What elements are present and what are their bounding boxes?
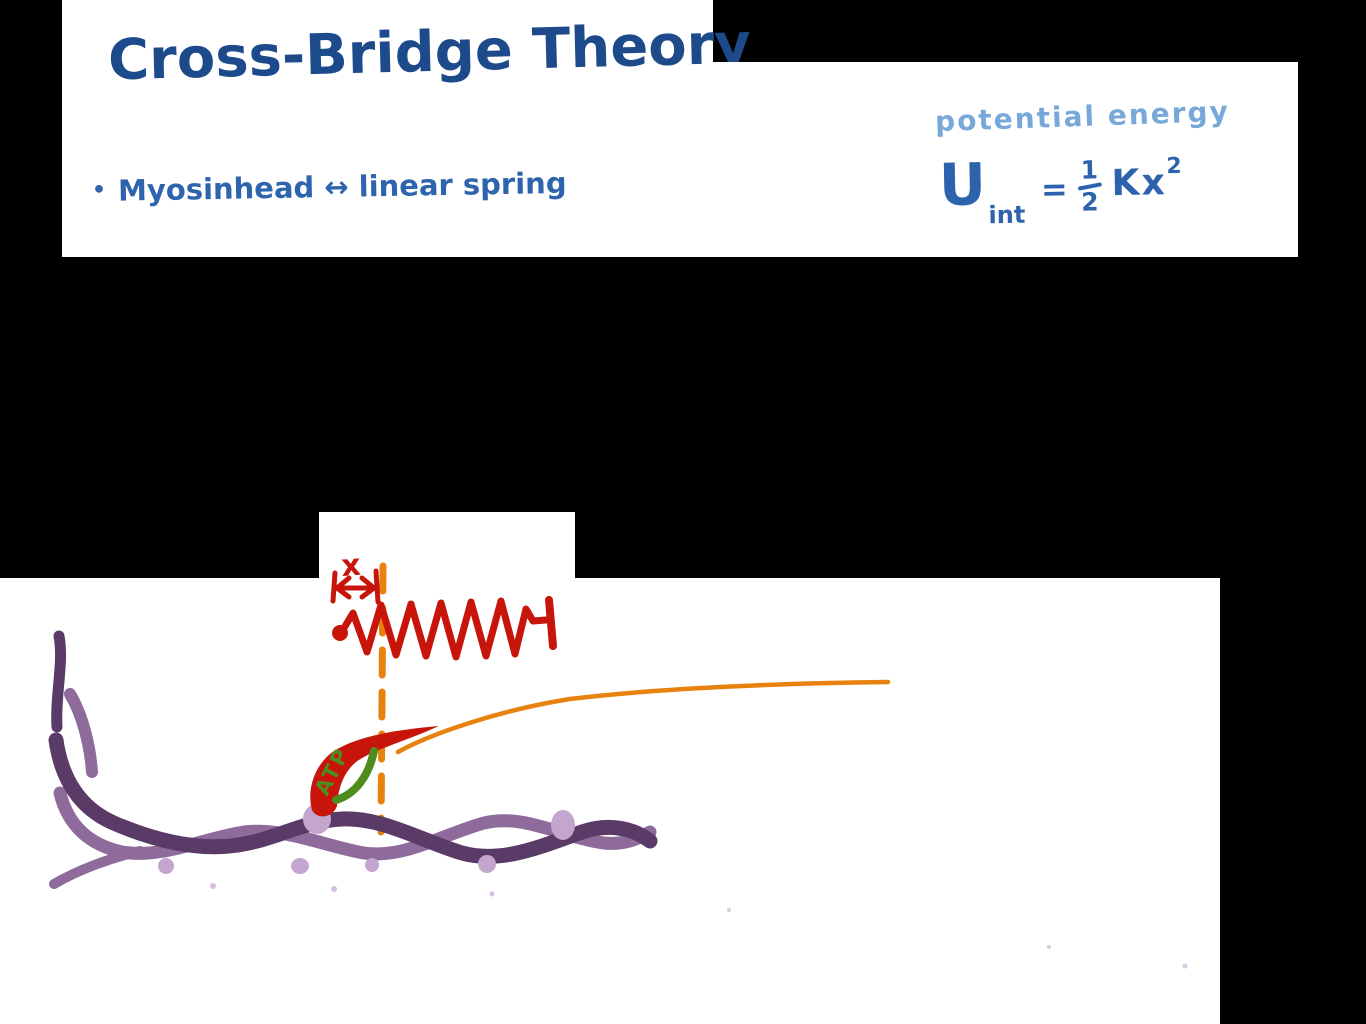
ink-speck <box>727 908 731 912</box>
myosin-head-base <box>312 791 336 815</box>
ink-speck <box>331 886 337 892</box>
filament-strand-light-vertical <box>64 688 98 778</box>
filament-tail-light <box>49 846 145 889</box>
binding-site <box>551 810 575 840</box>
ink-speck <box>1182 963 1188 969</box>
atp-arc <box>332 747 378 804</box>
binding-site <box>291 858 309 874</box>
x-label: x <box>340 548 362 584</box>
arrow-head-left-icon <box>334 575 352 600</box>
ink-speck <box>489 891 495 897</box>
binding-sites <box>158 804 1188 969</box>
binding-site <box>365 858 379 872</box>
measure-left-bar <box>330 570 338 604</box>
measurement-x: x <box>330 548 381 605</box>
spring-coil <box>337 597 550 661</box>
note-panel-energy: potential energy U int = 1 2 Kx 2 <box>713 62 1298 257</box>
load-curve <box>395 679 891 755</box>
filament-strand-dark-vertical <box>51 630 67 733</box>
binding-site <box>478 855 496 873</box>
ink-speck <box>1047 945 1051 949</box>
myosin-head-shape <box>310 726 439 817</box>
spring <box>332 596 557 661</box>
spring-end-bar <box>545 596 557 650</box>
binding-site <box>158 858 174 874</box>
arrow-head-right-icon <box>359 575 377 600</box>
measure-right-bar <box>373 568 381 605</box>
ink-speck <box>210 883 216 889</box>
note-panel-small <box>319 512 575 582</box>
note-panel-diagram <box>0 578 1220 1024</box>
note-panel-title: Cross-Bridge Theory • Myosinhead ↔ linear… <box>62 0 752 257</box>
